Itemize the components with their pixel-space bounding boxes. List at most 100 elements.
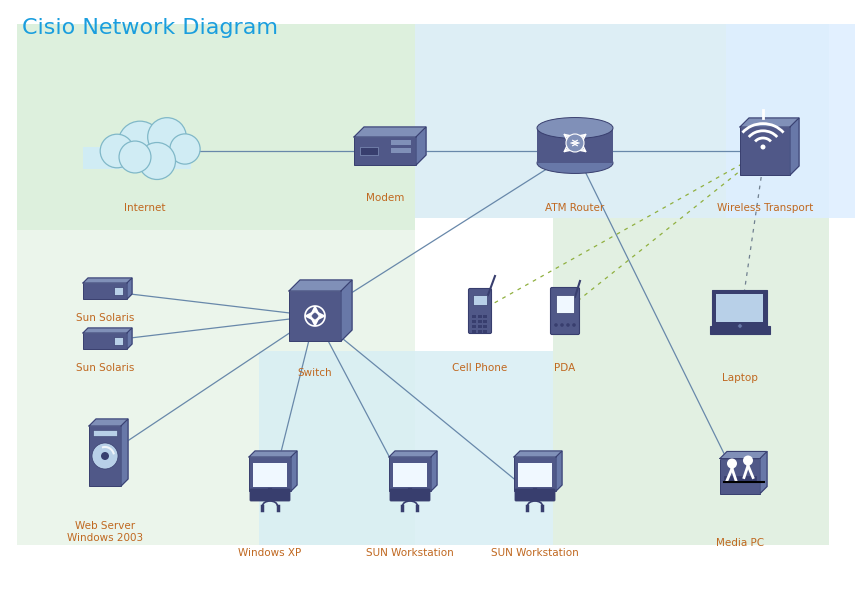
FancyBboxPatch shape (393, 463, 427, 487)
Text: ATM Router: ATM Router (545, 203, 605, 213)
Circle shape (743, 456, 753, 465)
FancyBboxPatch shape (249, 457, 291, 491)
FancyBboxPatch shape (553, 218, 829, 545)
FancyBboxPatch shape (83, 147, 191, 169)
Circle shape (554, 323, 558, 327)
FancyBboxPatch shape (473, 295, 487, 305)
Text: Sun Solaris: Sun Solaris (76, 313, 134, 323)
Circle shape (566, 134, 584, 152)
Text: Cell Phone: Cell Phone (453, 363, 508, 373)
Polygon shape (289, 280, 352, 291)
Text: Web Server
Windows 2003: Web Server Windows 2003 (67, 521, 143, 542)
Polygon shape (790, 118, 799, 175)
Circle shape (170, 134, 200, 164)
Circle shape (138, 142, 175, 179)
Circle shape (148, 118, 187, 156)
FancyBboxPatch shape (89, 426, 121, 486)
FancyBboxPatch shape (473, 330, 477, 333)
Polygon shape (416, 127, 426, 165)
Polygon shape (83, 278, 132, 283)
FancyBboxPatch shape (415, 24, 829, 218)
FancyBboxPatch shape (724, 476, 756, 482)
FancyBboxPatch shape (473, 324, 477, 328)
FancyBboxPatch shape (473, 315, 477, 318)
Text: Laptop: Laptop (722, 373, 758, 383)
Polygon shape (514, 451, 562, 457)
FancyBboxPatch shape (478, 315, 482, 318)
FancyBboxPatch shape (354, 137, 416, 165)
Circle shape (560, 323, 564, 327)
FancyBboxPatch shape (478, 330, 482, 333)
Polygon shape (431, 451, 437, 491)
Text: PDA: PDA (555, 363, 575, 373)
Circle shape (118, 121, 162, 165)
Text: SUN Workstation: SUN Workstation (491, 548, 579, 558)
Polygon shape (354, 127, 426, 137)
FancyBboxPatch shape (514, 457, 556, 491)
Text: Media PC: Media PC (716, 538, 764, 548)
FancyBboxPatch shape (468, 288, 492, 333)
Polygon shape (127, 328, 132, 349)
Polygon shape (127, 278, 132, 299)
Text: SUN Workstation: SUN Workstation (366, 548, 454, 558)
FancyBboxPatch shape (484, 315, 487, 318)
FancyBboxPatch shape (17, 24, 415, 230)
Text: Windows XP: Windows XP (238, 548, 302, 558)
FancyBboxPatch shape (515, 489, 555, 501)
FancyBboxPatch shape (83, 333, 127, 349)
Text: Switch: Switch (298, 368, 333, 378)
Ellipse shape (537, 153, 613, 173)
Circle shape (100, 134, 134, 168)
Circle shape (566, 323, 569, 327)
FancyBboxPatch shape (259, 351, 553, 545)
Circle shape (572, 323, 575, 327)
FancyBboxPatch shape (713, 290, 767, 326)
Polygon shape (121, 419, 128, 486)
FancyBboxPatch shape (83, 283, 127, 299)
FancyBboxPatch shape (391, 140, 411, 145)
Circle shape (738, 324, 742, 328)
Polygon shape (291, 451, 297, 491)
FancyBboxPatch shape (484, 319, 487, 323)
FancyBboxPatch shape (478, 319, 482, 323)
FancyBboxPatch shape (391, 148, 411, 153)
FancyBboxPatch shape (710, 326, 770, 334)
FancyBboxPatch shape (518, 463, 552, 487)
Polygon shape (720, 451, 767, 459)
Circle shape (101, 452, 109, 460)
Polygon shape (740, 118, 799, 127)
FancyBboxPatch shape (114, 337, 123, 345)
Text: Sun Solaris: Sun Solaris (76, 363, 134, 373)
FancyBboxPatch shape (360, 147, 378, 155)
FancyBboxPatch shape (114, 287, 123, 295)
Polygon shape (341, 280, 352, 341)
FancyBboxPatch shape (716, 294, 764, 322)
FancyBboxPatch shape (740, 127, 790, 175)
Polygon shape (83, 328, 132, 333)
FancyBboxPatch shape (556, 295, 574, 313)
FancyBboxPatch shape (720, 459, 760, 493)
Text: Modem: Modem (365, 193, 404, 203)
Ellipse shape (537, 118, 613, 138)
FancyBboxPatch shape (390, 489, 430, 501)
Circle shape (760, 144, 766, 150)
FancyBboxPatch shape (289, 291, 341, 341)
Polygon shape (760, 451, 767, 493)
FancyBboxPatch shape (484, 330, 487, 333)
Text: Wireless Transport: Wireless Transport (717, 203, 813, 213)
FancyBboxPatch shape (550, 287, 580, 335)
Polygon shape (89, 419, 128, 426)
Circle shape (727, 459, 737, 468)
Circle shape (119, 141, 151, 173)
FancyBboxPatch shape (473, 319, 477, 323)
Text: Cisio Network Diagram: Cisio Network Diagram (22, 18, 278, 38)
Polygon shape (556, 451, 562, 491)
FancyBboxPatch shape (250, 489, 290, 501)
FancyBboxPatch shape (537, 128, 613, 163)
Polygon shape (389, 451, 437, 457)
FancyBboxPatch shape (253, 463, 287, 487)
Text: Internet: Internet (124, 203, 166, 213)
FancyBboxPatch shape (389, 457, 431, 491)
FancyBboxPatch shape (17, 230, 415, 545)
FancyBboxPatch shape (484, 324, 487, 328)
